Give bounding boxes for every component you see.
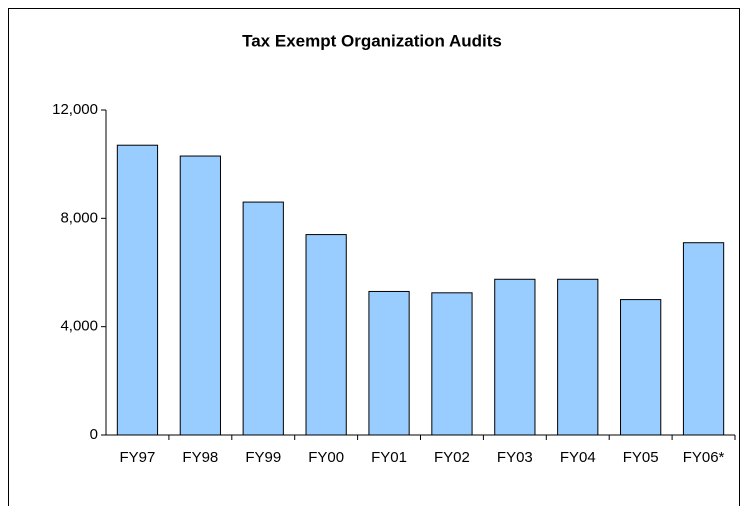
y-tick-label: 0 [90, 426, 98, 443]
bar [305, 234, 347, 436]
x-tick-label: FY05 [623, 449, 659, 466]
x-tick-label: FY03 [497, 449, 533, 466]
x-tick-label: FY98 [182, 449, 218, 466]
y-tick-label: 12,000 [52, 101, 98, 118]
bar [557, 278, 599, 436]
x-tick-label: FY99 [245, 449, 281, 466]
bar [682, 242, 725, 436]
x-tick-label: FY04 [560, 449, 596, 466]
chart-title: Tax Exempt Organization Audits [242, 31, 502, 50]
y-tick-label: 4,000 [60, 318, 98, 335]
bar [494, 278, 536, 436]
x-tick-label: FY97 [120, 449, 156, 466]
bar [620, 299, 662, 436]
bar [368, 290, 410, 436]
x-tick-label: FY00 [308, 449, 344, 466]
bar [242, 201, 284, 436]
x-tick-label: FY02 [434, 449, 470, 466]
bar [116, 144, 159, 436]
y-tick-label: 8,000 [60, 209, 98, 226]
x-tick-label: FY01 [371, 449, 407, 466]
bar [431, 292, 473, 436]
x-tick-label: FY06* [683, 449, 725, 466]
bar [179, 155, 221, 436]
